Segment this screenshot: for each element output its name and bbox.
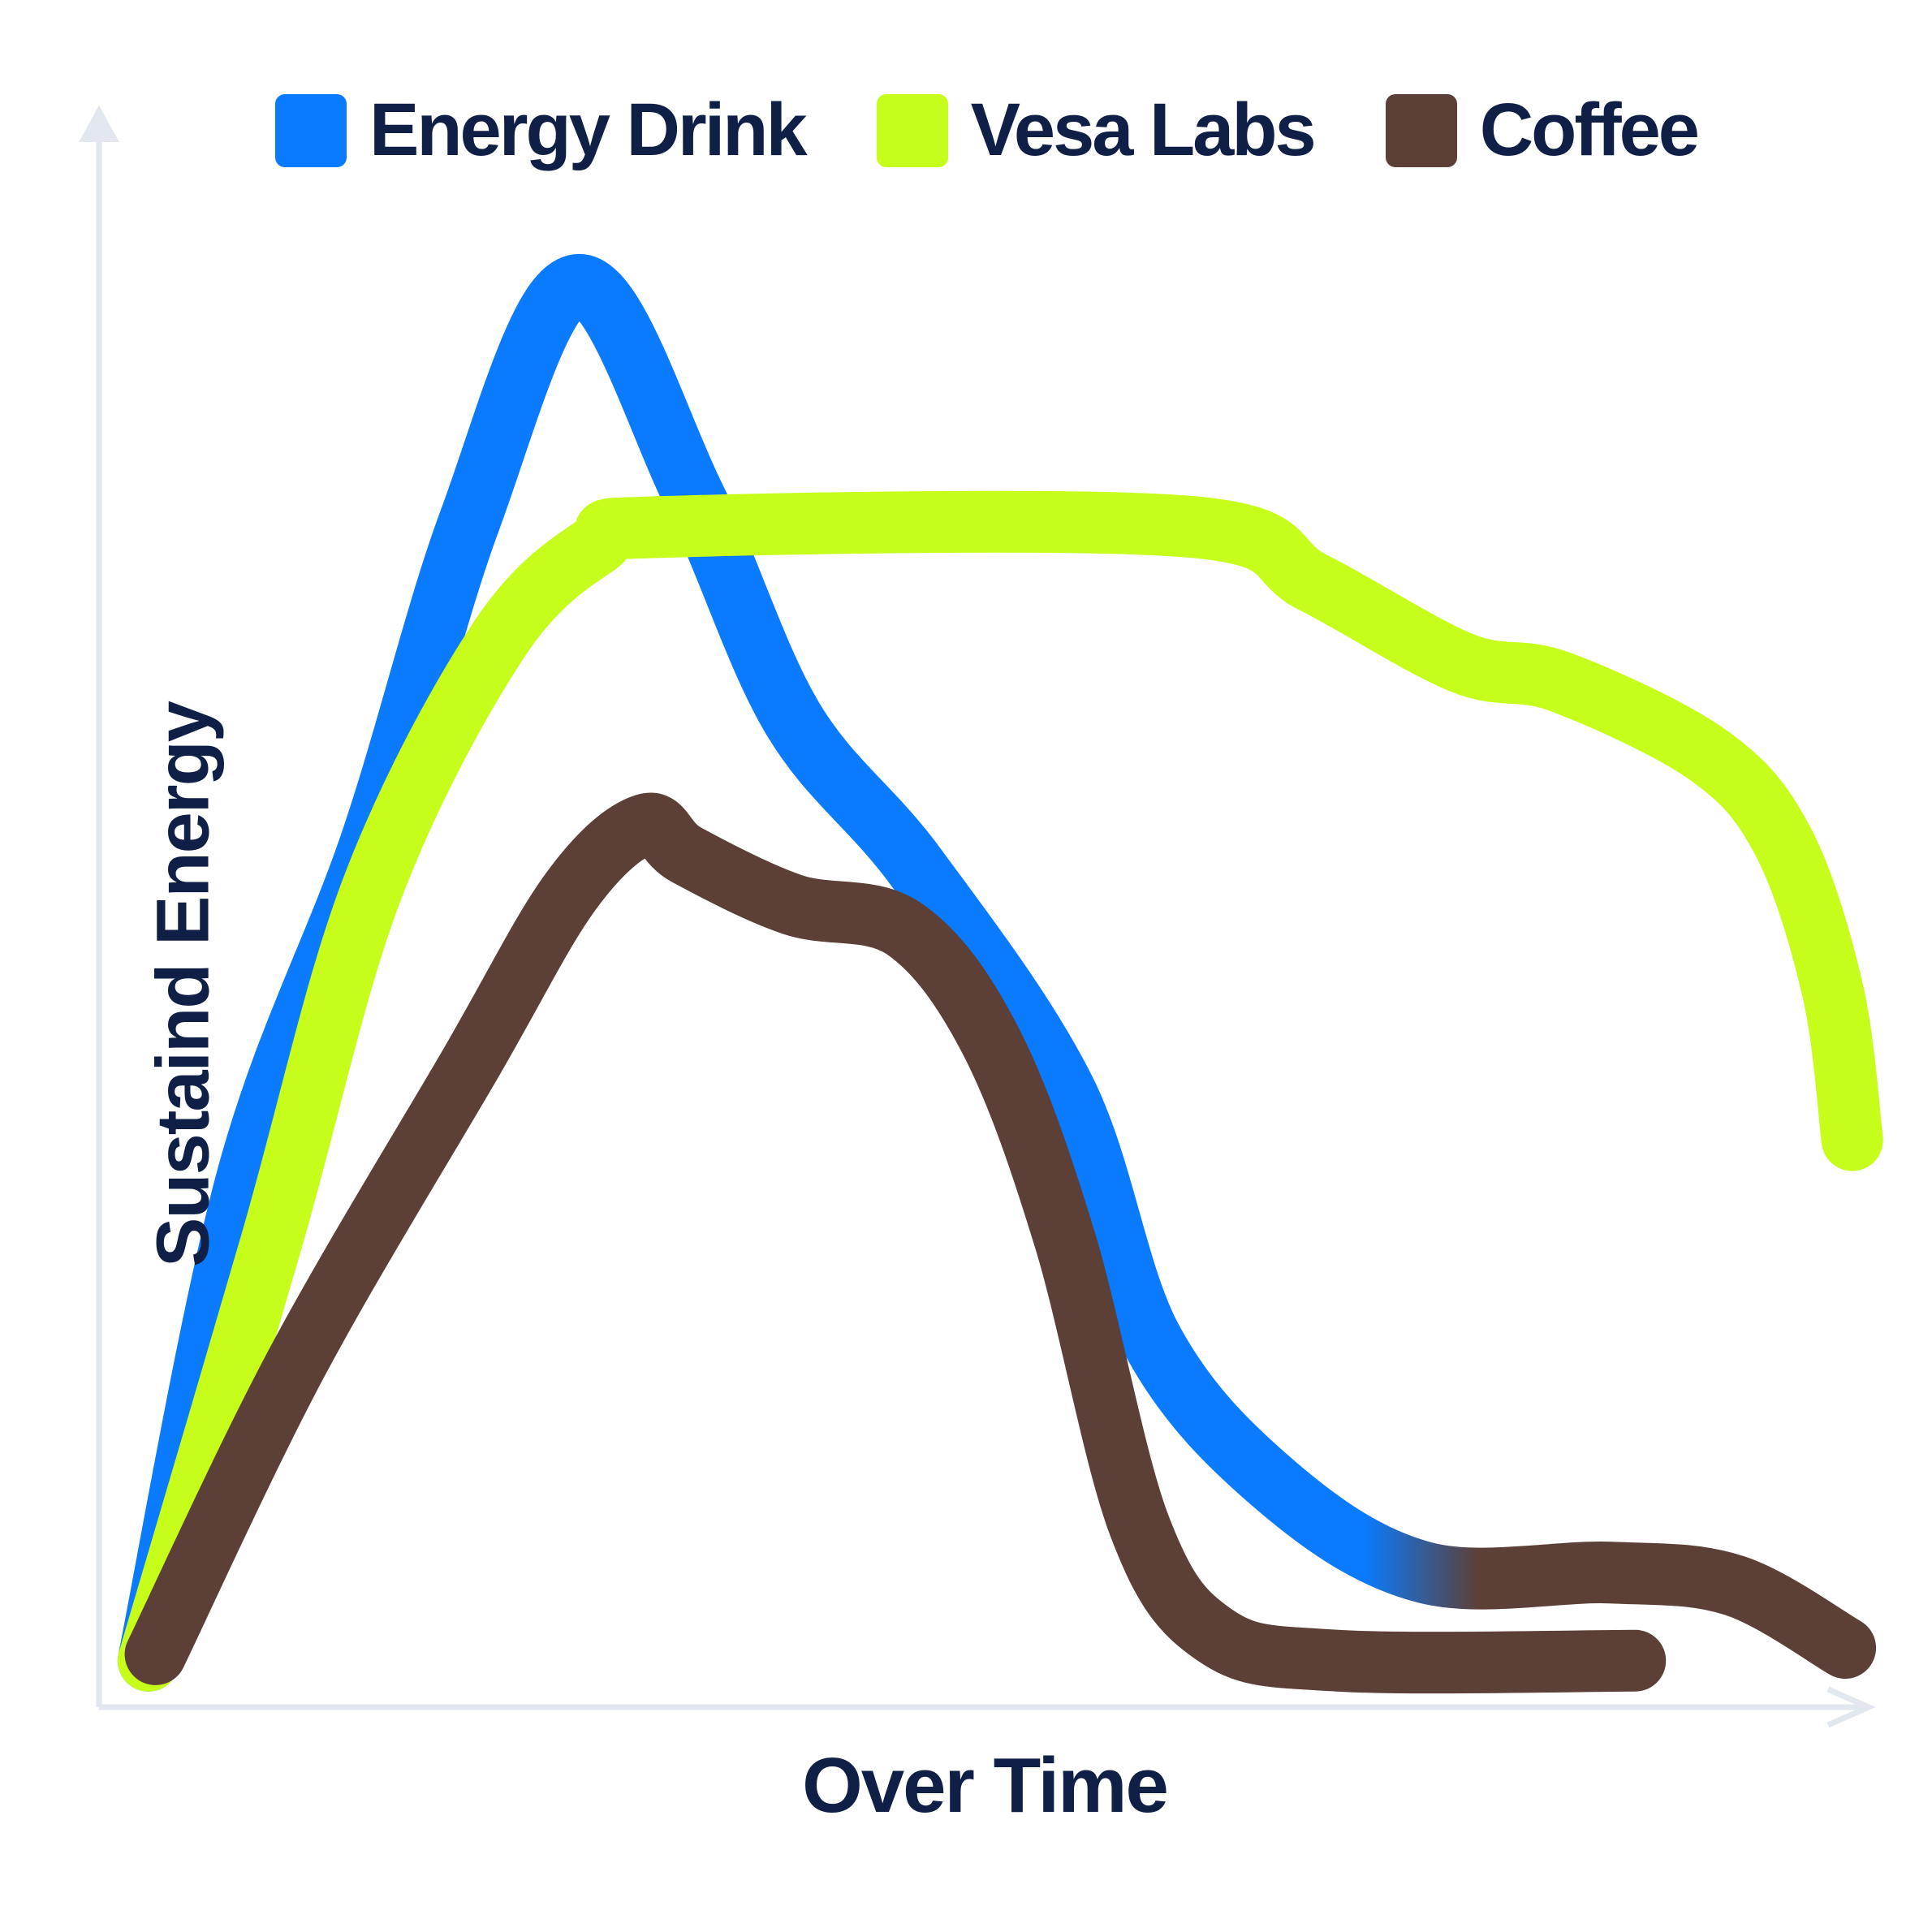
legend-swatch <box>876 93 948 167</box>
y-axis-arrow-icon <box>79 106 119 142</box>
x-axis-arrow-icon <box>1826 1686 1876 1728</box>
legend-item-energy-drink: Energy Drink <box>275 88 808 173</box>
y-axis-label: Sustaind Energy <box>141 702 225 1267</box>
x-axis-label: Over Time <box>802 1742 1169 1829</box>
legend-label: Coffee <box>1479 88 1700 171</box>
legend-item-vesa-labs: Vesa Labs <box>876 88 1317 173</box>
axes <box>79 106 1876 1728</box>
legend-swatch <box>1385 93 1457 167</box>
legend-swatch <box>275 93 347 167</box>
legend: Energy Drink Vesa Labs Coffee <box>275 88 1769 173</box>
series-lines <box>117 253 1883 1694</box>
legend-label: Vesa Labs <box>970 88 1317 171</box>
legend-label: Energy Drink <box>369 88 808 171</box>
series-line-vesa-labs <box>117 490 1883 1692</box>
series-line-coffee <box>124 792 1667 1694</box>
legend-item-coffee: Coffee <box>1385 88 1700 173</box>
